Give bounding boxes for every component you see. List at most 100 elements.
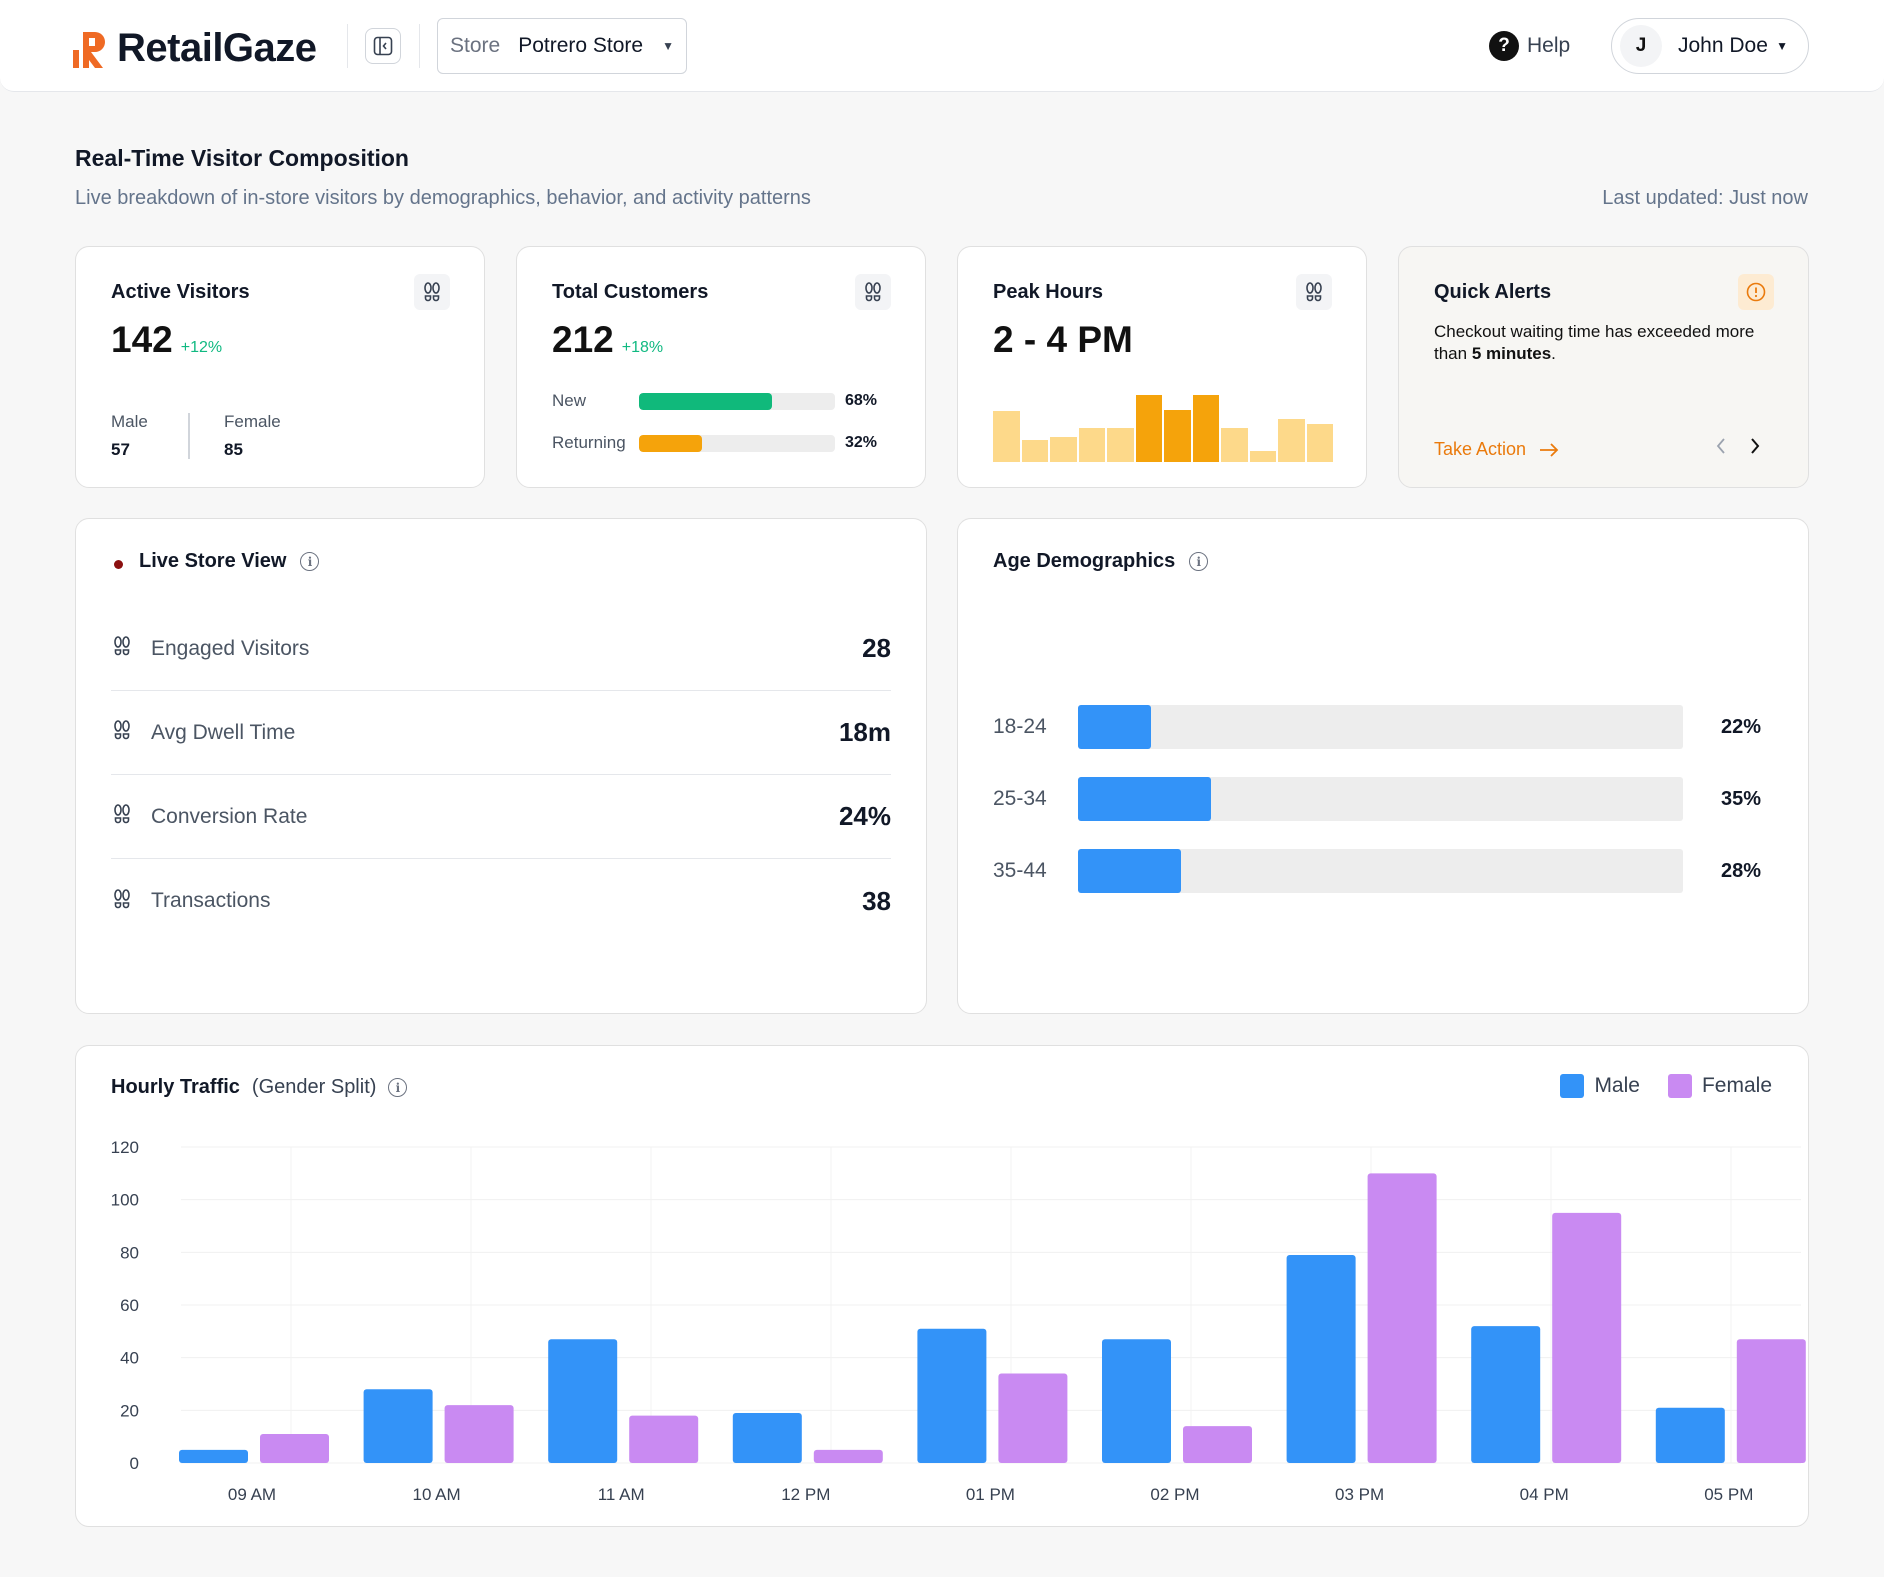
info-icon[interactable]: i: [388, 1078, 408, 1097]
metric-value: 28: [862, 633, 891, 663]
y-tick-label: 20: [120, 1401, 139, 1420]
total-customers-number: 212: [552, 319, 614, 360]
info-icon[interactable]: i: [1189, 552, 1209, 571]
bar-male: [917, 1328, 987, 1463]
sidebar-toggle-button[interactable]: [365, 28, 401, 64]
last-updated: Last updated: Just now: [1602, 187, 1808, 209]
brand-logo[interactable]: RetailGaze: [73, 26, 317, 71]
bar-percent: 68%: [845, 392, 878, 409]
card-title: Hourly Traffic: [111, 1076, 240, 1098]
card-title: Peak Hours: [993, 281, 1104, 303]
help-button[interactable]: ? Help: [1489, 31, 1570, 61]
footprints-icon: [111, 803, 151, 830]
active-visitors-card: Active Visitors 142 +12% Male 57 Female 8…: [75, 246, 485, 488]
bar-male: [1102, 1339, 1171, 1463]
alert-emphasis: 5 minutes: [1471, 344, 1552, 363]
age-label: 25-34: [993, 787, 1047, 810]
top-bar: RetailGaze Store Potrero Store ▼ ? Help …: [0, 0, 1884, 92]
peak-hours-value: 2 - 4 PM: [993, 319, 1133, 360]
metric-value: 24%: [838, 801, 891, 831]
peak-hour-bar: [1107, 428, 1134, 462]
footprints-icon: [855, 274, 891, 310]
age-label: 35-44: [993, 859, 1047, 882]
store-select-value: Potrero Store: [518, 34, 644, 57]
bar-female: [444, 1405, 514, 1463]
age-bar-fill: [1078, 705, 1151, 749]
y-tick-label: 0: [130, 1454, 139, 1473]
progress-fill: [639, 434, 702, 452]
age-row: 25-34 35%: [993, 777, 1773, 821]
footprints-icon: [1296, 274, 1332, 310]
peak-hour-bar: [1249, 450, 1276, 462]
bar-female: [1367, 1173, 1437, 1463]
age-bar-track: [1078, 705, 1683, 749]
age-bar-track: [1078, 777, 1683, 821]
caret-down-icon: ▼: [1776, 39, 1788, 53]
card-title: Total Customers: [552, 281, 709, 303]
age-label: 18-24: [993, 715, 1047, 738]
age-percent: 35%: [1721, 787, 1762, 810]
bar-male: [179, 1449, 248, 1463]
brand-name: RetailGaze: [117, 26, 317, 70]
bar-female: [260, 1434, 329, 1463]
peak-hour-bar: [1078, 428, 1105, 462]
chevron-right-icon[interactable]: [1748, 435, 1762, 457]
age-bar-fill: [1078, 777, 1212, 821]
store-select[interactable]: Store Potrero Store ▼: [437, 18, 687, 74]
chevron-left-icon[interactable]: [1714, 435, 1728, 457]
bar-female: [813, 1449, 883, 1463]
metric-label: Transactions: [151, 889, 271, 912]
peak-hour-bar: [1192, 394, 1219, 462]
peak-hour-bar: [1221, 428, 1248, 462]
bar-male: [1471, 1326, 1541, 1463]
y-tick-label: 100: [111, 1191, 139, 1210]
active-visitors-number: 142: [111, 319, 173, 360]
alert-pagination: [1714, 435, 1762, 457]
y-tick-label: 40: [120, 1349, 139, 1368]
bar-female: [629, 1415, 699, 1463]
retailgaze-logo-icon: [73, 31, 105, 68]
quick-alerts-card: Quick Alerts Checkout waiting time has e…: [1398, 246, 1809, 488]
peak-hour-bar: [1135, 394, 1162, 462]
divider: [419, 24, 420, 68]
x-tick-label: 02 PM: [1150, 1485, 1199, 1504]
info-icon[interactable]: i: [300, 552, 320, 571]
age-row: 35-44 28%: [993, 849, 1773, 893]
x-tick-label: 09 AM: [228, 1485, 276, 1504]
legend-item-male[interactable]: Male: [1560, 1074, 1640, 1098]
bar-female: [1552, 1212, 1622, 1463]
live-indicator: [114, 560, 123, 569]
footprints-icon: [111, 719, 151, 746]
progress-fill: [639, 392, 773, 410]
take-action-link[interactable]: Take Action: [1434, 439, 1560, 460]
returning-customers-row: Returning 32%: [552, 433, 897, 453]
avatar: J: [1620, 25, 1662, 67]
take-action-label: Take Action: [1434, 439, 1527, 459]
peak-hour-bar: [993, 411, 1020, 462]
live-store-view-card: Live Store View i Engaged Visitors 28 Avg …: [75, 518, 927, 1014]
question-icon: ?: [1489, 31, 1519, 61]
card-title: Age Demographics: [993, 550, 1176, 572]
female-stat: Female 85: [224, 412, 281, 460]
x-tick-label: 05 PM: [1704, 1485, 1753, 1504]
user-menu[interactable]: J John Doe ▼: [1611, 18, 1809, 74]
legend-item-female[interactable]: Female: [1667, 1074, 1772, 1098]
progress-track: [639, 392, 835, 410]
metric-label: Engaged Visitors: [151, 636, 310, 660]
card-title: Quick Alerts: [1434, 281, 1552, 303]
bar-male: [1655, 1407, 1725, 1463]
bar-label: New: [552, 391, 587, 410]
age-demographics-card: Age Demographics i 18-24 22% 25-34 35% 35-44…: [957, 518, 1809, 1014]
metric-row: Engaged Visitors 28: [111, 607, 891, 691]
y-tick-label: 80: [120, 1243, 139, 1262]
peak-hour-bar: [1050, 436, 1077, 462]
peak-hour-bar: [1306, 424, 1333, 462]
card-header: Age Demographics i: [993, 550, 1209, 573]
metric-row: Transactions 38: [111, 859, 891, 943]
bar-male: [1286, 1254, 1356, 1463]
age-bar-fill: [1078, 849, 1181, 893]
male-stat: Male 57: [111, 412, 148, 460]
arrow-right-icon: [1540, 442, 1559, 457]
metric-label: Conversion Rate: [151, 804, 308, 828]
hourly-traffic-chart: 0 20 40 60 80 100 120 09 AM 10 AM 11 AM 12 PM 01 PM…: [111, 1138, 1806, 1504]
